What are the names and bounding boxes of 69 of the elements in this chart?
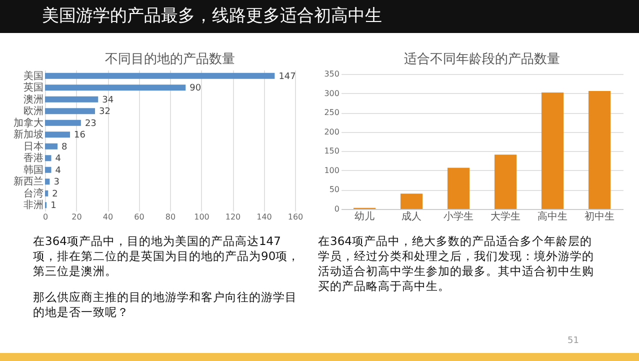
text: 在364项产品中，目的地为美国的产品高达147项，排在第二位的是英国为目的地的产品为90项，第三位是澳洲。	[33, 234, 301, 279]
y-tick-label: 200	[324, 127, 340, 136]
data-label: 4	[55, 166, 62, 176]
y-tick-label: 日本	[24, 140, 44, 152]
y-tick-label: 新加坡	[14, 128, 44, 141]
x-tick-label: 初中生	[584, 210, 614, 222]
y-tick-label: 350	[324, 70, 340, 78]
x-tick-label: 160	[288, 212, 304, 222]
bar	[400, 194, 422, 209]
bar	[448, 168, 470, 209]
x-tick-label: 成人	[402, 210, 422, 222]
y-tick-label: 非洲	[24, 199, 44, 212]
x-tick-label: 120	[225, 212, 241, 222]
x-tick-label: 幼儿	[354, 210, 374, 222]
bar	[494, 154, 516, 209]
bar	[45, 190, 48, 196]
chart-title: 不同目的地的产品数量	[105, 52, 235, 67]
bar	[45, 108, 95, 114]
y-tick-label: 英国	[24, 82, 44, 94]
data-label: 16	[74, 130, 86, 141]
bar	[45, 72, 275, 79]
data-label: 2	[52, 189, 58, 200]
x-tick-label: 小学生	[444, 210, 474, 222]
data-label: 23	[84, 118, 96, 129]
y-tick-label: 香港	[24, 152, 44, 164]
y-tick-label: 50	[329, 185, 340, 194]
data-label: 4	[55, 154, 62, 164]
data-label: 1	[50, 201, 56, 212]
y-tick-label: 澳洲	[24, 93, 44, 106]
x-tick-label: 高中生	[538, 210, 568, 222]
x-tick-label: 60	[134, 212, 144, 222]
bar	[45, 143, 58, 150]
bar	[45, 132, 70, 138]
y-tick-label: 300	[324, 88, 340, 98]
y-tick-label: 150	[324, 146, 340, 156]
data-label: 90	[190, 84, 202, 94]
y-tick-label: 美国	[24, 70, 44, 82]
x-tick-label: 100	[194, 212, 210, 222]
data-label: 8	[62, 142, 68, 152]
bar	[45, 166, 52, 173]
y-tick-label: 欧洲	[24, 105, 44, 118]
text: 在364项产品中，绝大多数的产品适合多个年龄层的学员，经过分类和处理之后，我们发现：境外游学的活动适合初高中学生参加的最多。其中适合初中生购买的产品略高于高中生。	[318, 234, 595, 294]
data-label: 3	[54, 178, 60, 188]
y-tick-label: 加拿大	[14, 116, 44, 129]
text: 51	[568, 336, 579, 346]
bar	[45, 178, 50, 185]
x-tick-label: 140	[256, 212, 272, 222]
bar	[45, 96, 98, 102]
y-tick-label: 100	[324, 166, 340, 175]
x-tick-label: 20	[72, 212, 82, 222]
data-label: 147	[278, 72, 296, 82]
x-tick-label: 80	[165, 212, 176, 222]
bar	[588, 90, 610, 209]
y-tick-label: 韩国	[24, 164, 44, 176]
x-tick-label: 40	[102, 212, 114, 222]
y-tick-label: 台湾	[24, 187, 44, 200]
bar	[45, 84, 186, 91]
text: 那么供应商主推的目的地游学和客户向往的游学目的地是否一致呢？	[33, 290, 298, 320]
data-label: 32	[99, 107, 110, 118]
text: 美国游学的产品最多，线路更多适合初高中生	[0, 0, 639, 33]
bar	[45, 155, 52, 162]
y-tick-label: 0	[334, 204, 340, 214]
y-tick-label: 新西兰	[14, 176, 44, 188]
x-tick-label: 大学生	[490, 210, 520, 222]
data-label: 34	[102, 95, 114, 106]
bar	[45, 120, 81, 126]
bar	[542, 92, 564, 209]
chart-title: 适合不同年龄段的产品数量	[404, 52, 560, 67]
y-tick-label: 250	[324, 108, 340, 118]
